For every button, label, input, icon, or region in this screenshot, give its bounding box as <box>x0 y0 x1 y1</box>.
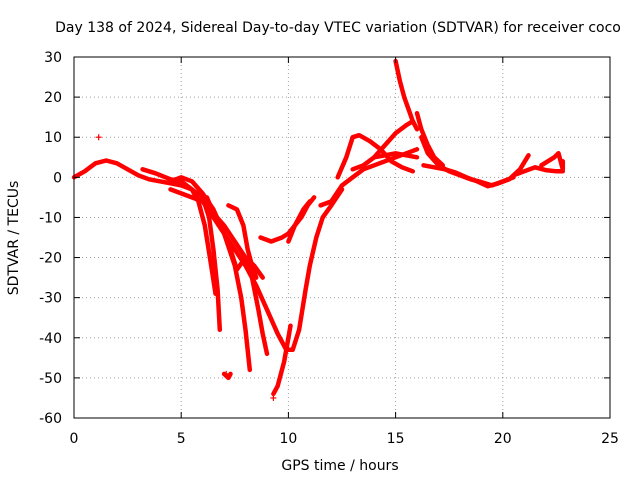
x-tick-label: 25 <box>601 431 619 447</box>
x-tick-label: 0 <box>70 431 79 447</box>
data-point-marker <box>223 370 230 377</box>
chart-title: Day 138 of 2024, Sidereal Day-to-day VTE… <box>55 20 621 36</box>
plot-frame <box>73 56 611 419</box>
data-point-marker <box>270 394 277 401</box>
x-tick-label: 5 <box>177 431 186 447</box>
series-track-18 <box>511 165 566 178</box>
series-track-15 <box>414 110 446 168</box>
y-tick-label: 0 <box>53 170 62 186</box>
y-tick-label: -60 <box>39 411 62 427</box>
series-track-21 <box>221 371 233 381</box>
y-tick-label: -10 <box>39 210 62 226</box>
x-tick-label: 15 <box>387 431 405 447</box>
series-track-4 <box>168 187 345 353</box>
series-track-11 <box>335 132 416 180</box>
x-axis-label: GPS time / hours <box>281 458 398 474</box>
series-track-13 <box>350 118 416 172</box>
y-tick-label: -20 <box>39 251 62 267</box>
x-tick-label: 20 <box>494 431 512 447</box>
series-track-20 <box>271 323 293 397</box>
y-tick-label: -50 <box>39 371 62 387</box>
y-tick-label: 20 <box>44 90 62 106</box>
y-tick-label: 10 <box>44 130 62 146</box>
x-tick-labels: 0 5 10 15 20 25 <box>70 431 619 447</box>
y-tick-label: -30 <box>39 291 62 307</box>
x-tick-label: 10 <box>279 431 297 447</box>
series-track-1 <box>71 158 223 333</box>
y-axis-label: SDTVAR / TECUs <box>6 181 22 296</box>
series-track-19 <box>539 151 566 172</box>
data-point-marker <box>95 134 102 141</box>
series-layer <box>71 58 566 401</box>
y-tick-labels: 30 20 10 0 -10 -20 -30 -40 -50 -60 <box>39 50 62 427</box>
axis-ticks <box>73 56 611 419</box>
y-tick-label: -40 <box>39 331 62 347</box>
series-track-6 <box>226 203 259 280</box>
series-track-12 <box>393 58 420 132</box>
series-track-7 <box>228 247 265 280</box>
grid <box>74 57 610 418</box>
series-track-2 <box>140 167 218 296</box>
series-track-14 <box>371 151 420 160</box>
series-track-8 <box>258 199 313 244</box>
y-tick-label: 30 <box>44 50 62 66</box>
series-track-9 <box>286 195 317 244</box>
